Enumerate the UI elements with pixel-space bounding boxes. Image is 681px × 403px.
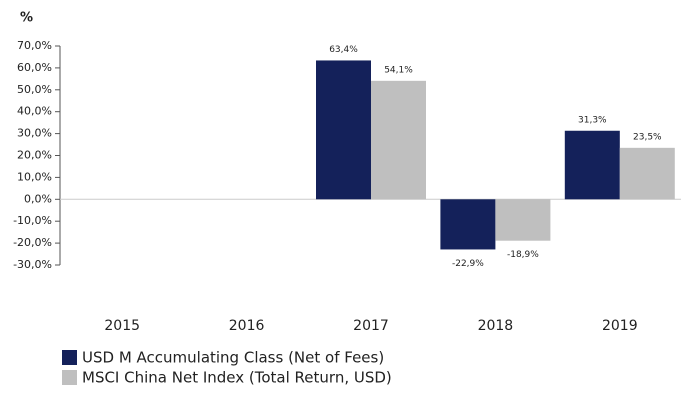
bar <box>371 80 426 200</box>
data-label: 54,1% <box>384 65 413 75</box>
y-axis-label: % <box>20 11 33 26</box>
data-label: -22,9% <box>452 259 484 269</box>
x-tick-label: 2016 <box>229 318 265 334</box>
y-tick-label: 10,0% <box>17 170 52 183</box>
data-label: -18,9% <box>507 250 539 260</box>
legend-swatch <box>62 370 77 385</box>
y-tick-label: 30,0% <box>17 127 52 140</box>
bar <box>440 199 496 250</box>
legend-label: MSCI China Net Index (Total Return, USD) <box>82 369 392 387</box>
x-tick-label: 2015 <box>104 318 140 334</box>
x-tick-label: 2018 <box>478 318 514 334</box>
y-tick-label: 0,0% <box>24 192 52 205</box>
bar <box>564 130 620 200</box>
bar <box>619 147 675 200</box>
y-tick-label: -10,0% <box>13 214 52 227</box>
y-tick-label: 50,0% <box>17 83 52 96</box>
x-tick-label: 2019 <box>602 318 638 334</box>
bar <box>495 199 551 241</box>
data-label: 63,4% <box>329 45 358 55</box>
y-tick-label: -20,0% <box>13 236 52 249</box>
bar <box>316 60 371 200</box>
y-tick-label: 60,0% <box>17 61 52 74</box>
y-tick-label: 20,0% <box>17 149 52 162</box>
x-tick-label: 2017 <box>353 318 389 334</box>
y-tick-label: -30,0% <box>13 258 52 271</box>
legend-label: USD M Accumulating Class (Net of Fees) <box>82 349 384 367</box>
y-tick-label: 40,0% <box>17 105 52 118</box>
data-label: 31,3% <box>578 115 607 125</box>
y-tick-label: 70,0% <box>17 39 52 52</box>
data-label: 23,5% <box>633 132 662 142</box>
legend-swatch <box>62 350 77 365</box>
